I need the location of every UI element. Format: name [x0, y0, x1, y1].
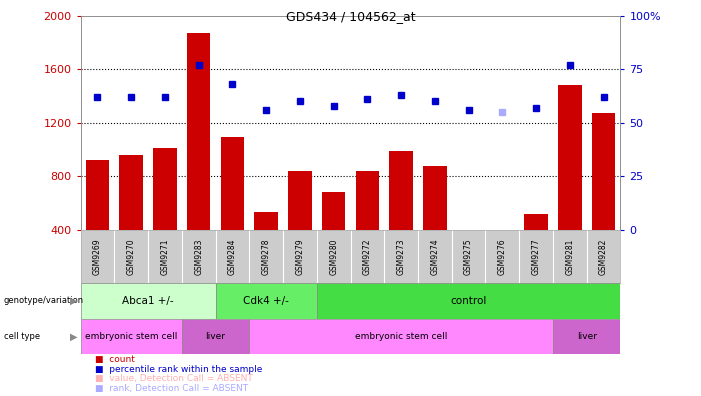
Text: GSM9270: GSM9270: [127, 238, 136, 275]
Bar: [524, 213, 548, 230]
Bar: [216, 283, 317, 319]
Bar: [187, 33, 210, 230]
Bar: [491, 230, 514, 257]
Bar: [389, 151, 413, 230]
Text: control: control: [450, 296, 486, 306]
Bar: [322, 192, 346, 230]
Bar: [592, 113, 615, 230]
Text: Cdk4 +/-: Cdk4 +/-: [243, 296, 289, 306]
Text: ■  value, Detection Call = ABSENT: ■ value, Detection Call = ABSENT: [95, 374, 252, 383]
Text: GSM9279: GSM9279: [295, 238, 304, 275]
Text: GSM9271: GSM9271: [161, 238, 170, 275]
Text: embryonic stem cell: embryonic stem cell: [355, 332, 447, 341]
Text: cell type: cell type: [4, 332, 40, 341]
Text: ▶: ▶: [69, 331, 77, 342]
Bar: [250, 319, 553, 354]
Bar: [288, 171, 312, 230]
Text: ▶: ▶: [69, 296, 77, 306]
Bar: [153, 148, 177, 230]
Text: ■  count: ■ count: [95, 355, 135, 364]
Text: GSM9275: GSM9275: [464, 238, 473, 275]
Text: GSM9269: GSM9269: [93, 238, 102, 275]
Text: Abca1 +/-: Abca1 +/-: [122, 296, 174, 306]
Text: liver: liver: [577, 332, 597, 341]
Bar: [317, 283, 620, 319]
Text: GSM9277: GSM9277: [531, 238, 540, 275]
Bar: [81, 319, 182, 354]
Bar: [254, 212, 278, 230]
Text: genotype/variation: genotype/variation: [4, 297, 83, 305]
Text: GSM9273: GSM9273: [397, 238, 406, 275]
Text: GSM9284: GSM9284: [228, 238, 237, 275]
Text: ■  rank, Detection Call = ABSENT: ■ rank, Detection Call = ABSENT: [95, 384, 247, 392]
Bar: [81, 283, 216, 319]
Bar: [355, 171, 379, 230]
Text: GSM9276: GSM9276: [498, 238, 507, 275]
Text: GSM9282: GSM9282: [599, 238, 608, 274]
Bar: [182, 319, 250, 354]
Text: GSM9274: GSM9274: [430, 238, 440, 275]
Bar: [553, 319, 620, 354]
Text: ■  percentile rank within the sample: ■ percentile rank within the sample: [95, 365, 262, 373]
Bar: [86, 160, 109, 230]
Bar: [457, 230, 480, 238]
Text: GSM9280: GSM9280: [329, 238, 338, 275]
Text: liver: liver: [205, 332, 226, 341]
Text: GSM9281: GSM9281: [565, 238, 574, 274]
Text: GDS434 / 104562_at: GDS434 / 104562_at: [286, 10, 415, 23]
Text: embryonic stem cell: embryonic stem cell: [85, 332, 177, 341]
Bar: [221, 137, 244, 230]
Text: GSM9272: GSM9272: [363, 238, 372, 275]
Bar: [119, 155, 143, 230]
Bar: [558, 85, 582, 230]
Text: GSM9283: GSM9283: [194, 238, 203, 275]
Text: GSM9278: GSM9278: [261, 238, 271, 275]
Bar: [423, 166, 447, 230]
